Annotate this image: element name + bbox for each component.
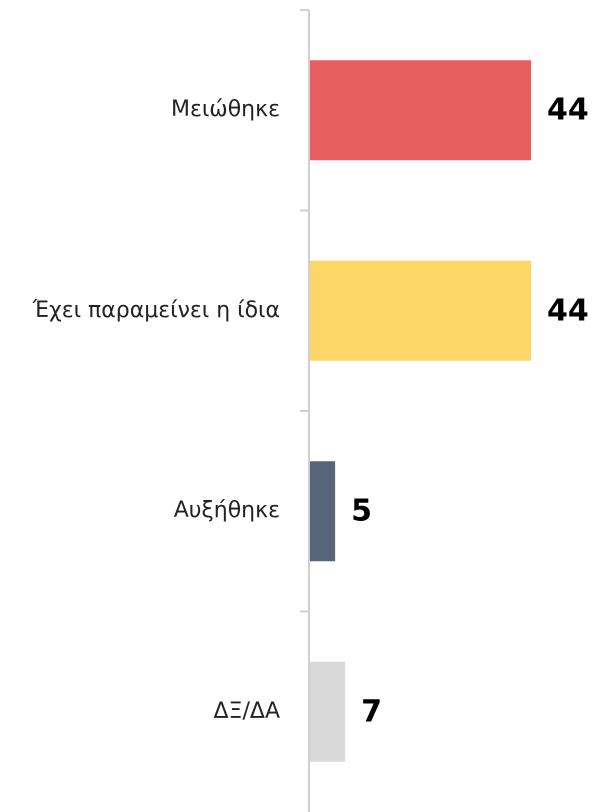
category-label: ΔΞ/ΔΑ: [22, 696, 280, 728]
category-text: Μειώθηκε: [170, 97, 280, 123]
category-label: Μειώθηκε: [22, 94, 280, 126]
category-text: Αυξήθηκε: [173, 498, 280, 524]
value-label: 5: [351, 493, 372, 529]
bar: [310, 461, 336, 562]
value-label: 44: [547, 92, 589, 128]
category-label: Έχει παραμείνει η ίδια: [22, 295, 280, 327]
category-text: ΔΞ/ΔΑ: [213, 698, 280, 724]
bar: [310, 661, 346, 762]
bar: [310, 60, 531, 161]
category-label: Αυξήθηκε: [22, 495, 280, 527]
value-label: 44: [547, 293, 589, 329]
bar: [310, 260, 531, 361]
value-label: 7: [361, 694, 383, 730]
category-text: Έχει παραμείνει η ίδια: [32, 297, 280, 323]
